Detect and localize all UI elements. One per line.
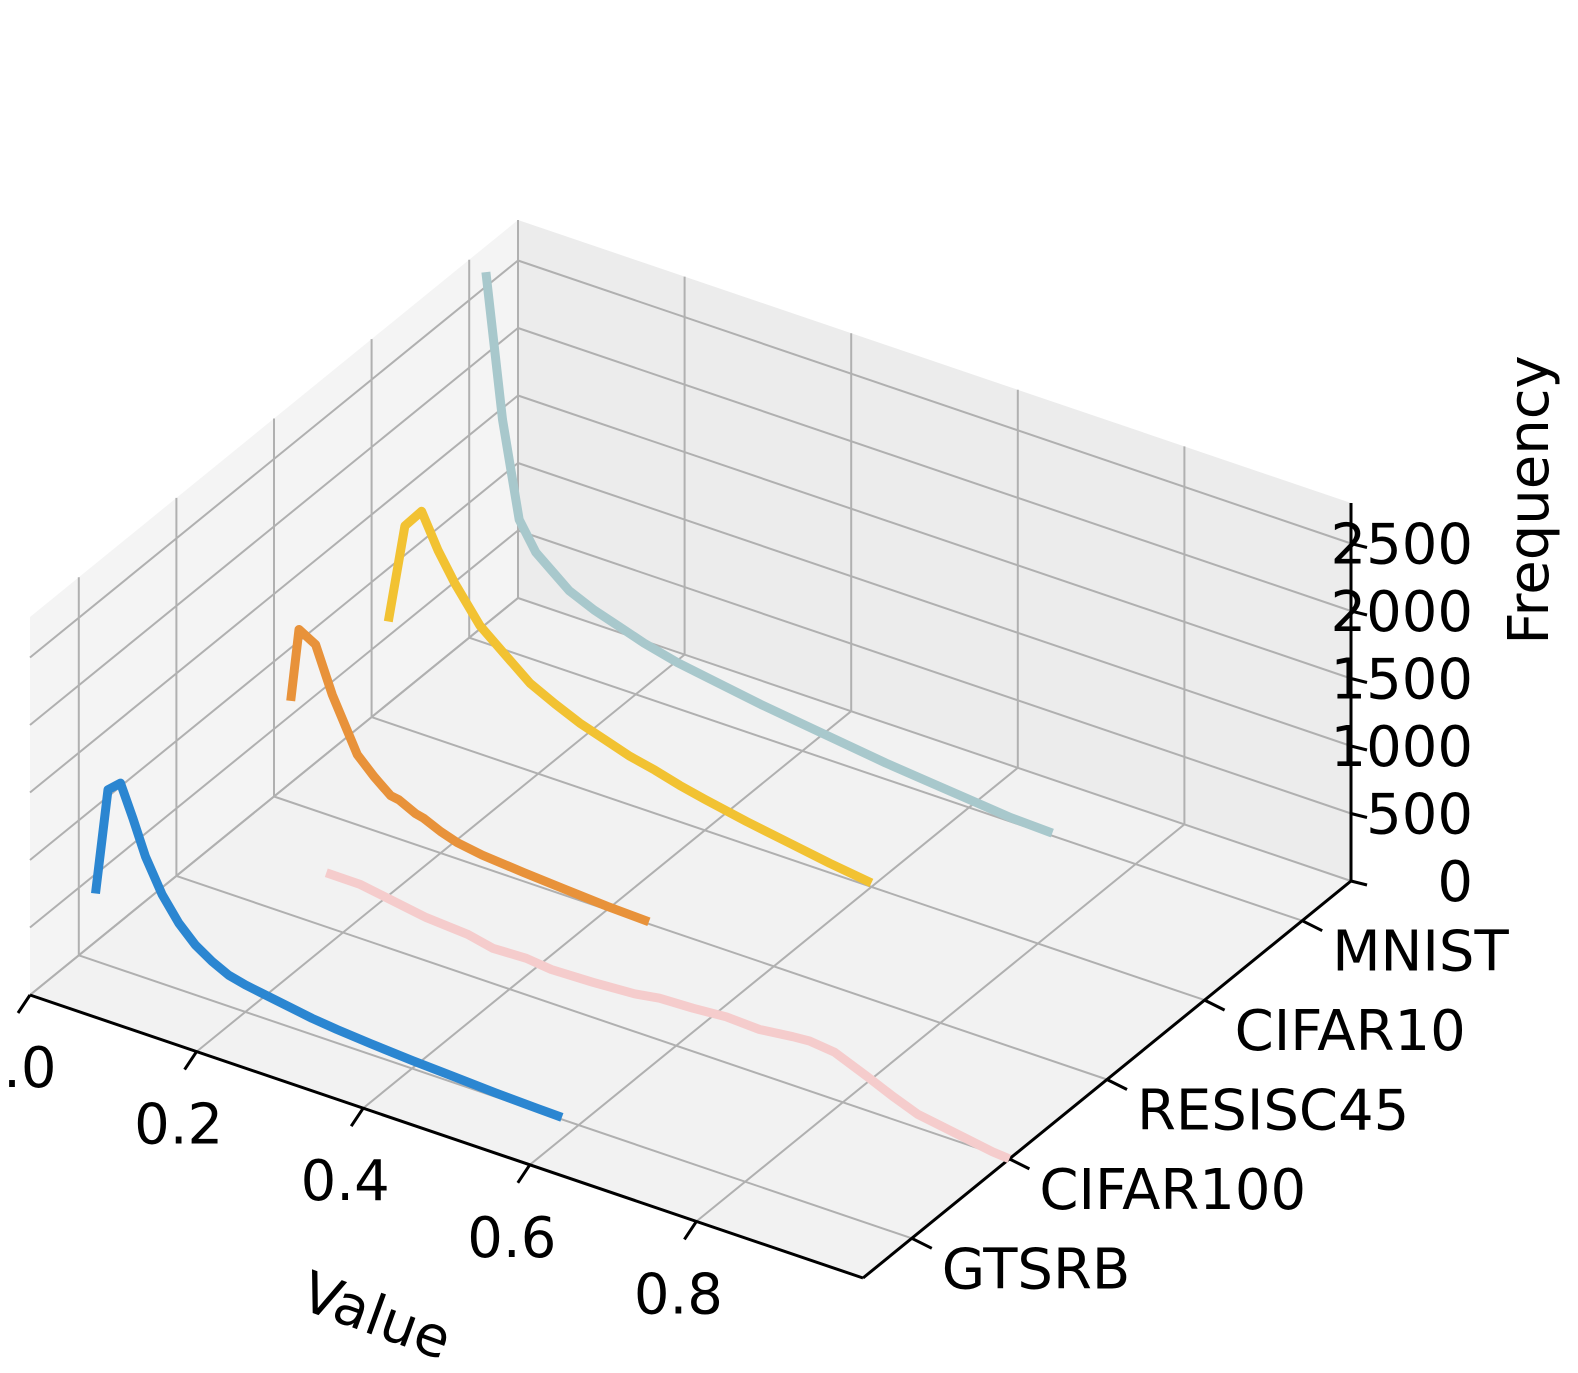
floor-grid-y-2 (273, 795, 1108, 1081)
chart-labels: 0.00.20.40.60.8ValueGTSRBCIFAR100RESISC4… (0, 355, 1562, 1373)
floor-grid-y-3 (371, 716, 1205, 1002)
y-tick-label: CIFAR10 (1235, 999, 1466, 1064)
series-line-resisc45 (286, 625, 651, 927)
z-tick-label: 2000 (1330, 580, 1473, 645)
x-axis-title: Value (293, 1260, 460, 1373)
z-tick-4 (1350, 609, 1368, 617)
x-tick-label: 0.2 (134, 1093, 223, 1158)
y-tick-label: MNIST (1332, 920, 1509, 985)
floor-grid-y-4 (468, 636, 1303, 922)
back-grid-z-3 (517, 394, 1352, 680)
side-grid-z-1 (29, 529, 519, 929)
side-grid-z-3 (29, 394, 519, 794)
z-tick-label: 0 (1437, 850, 1473, 915)
z-tick-1 (1350, 812, 1368, 819)
y-tick-label: RESISC45 (1137, 1079, 1409, 1144)
series-line-cifar10 (383, 506, 874, 887)
back-grid-z-5 (517, 259, 1352, 545)
y-tick-label: CIFAR100 (1039, 1158, 1306, 1223)
y-tick-2 (1106, 1078, 1128, 1091)
z-tick-2 (1350, 744, 1368, 752)
y-tick-1 (1008, 1157, 1031, 1171)
chart-grid (29, 220, 1352, 1240)
x-tick-label: 0.4 (301, 1149, 390, 1214)
x-tick-label: 0.0 (0, 1036, 57, 1101)
z-tick-label: 2500 (1330, 513, 1473, 578)
z-tick-label: 500 (1366, 783, 1473, 848)
series-line-cifar100 (324, 868, 1012, 1164)
z-tick-5 (1350, 542, 1368, 549)
y-tick-label: GTSRB (942, 1237, 1130, 1302)
back-grid-z-0 (517, 597, 1352, 882)
x-tick-4 (683, 1220, 698, 1241)
z-tick-label: 1500 (1330, 648, 1473, 713)
series-line-mnist (481, 271, 1054, 838)
x-tick-3 (516, 1163, 532, 1184)
chart-axes (16, 503, 1368, 1280)
floor-grid-y-1 (176, 874, 1010, 1160)
z-tick-label: 1000 (1330, 715, 1473, 780)
back-grid-z-1 (517, 529, 1352, 815)
back-pane (518, 220, 1351, 881)
back-grid-z-2 (517, 462, 1352, 747)
side-grid-z-4 (29, 327, 519, 726)
y-tick-4 (1301, 919, 1323, 933)
z-tick-3 (1350, 677, 1368, 684)
z-tick-0 (1350, 879, 1368, 887)
z-axis-title: Frequency (1497, 355, 1562, 644)
x-tick-1 (183, 1050, 198, 1071)
side-grid-z-0 (29, 597, 519, 996)
series-line-gtsrb (91, 778, 564, 1122)
x-tick-0 (16, 994, 32, 1014)
x-axis-line (29, 993, 864, 1280)
back-grid-z-4 (517, 327, 1352, 612)
chart-series (91, 271, 1054, 1164)
y-tick-3 (1203, 998, 1226, 1012)
x-tick-label: 0.6 (467, 1206, 556, 1271)
x-tick-2 (349, 1107, 365, 1128)
y-tick-0 (911, 1236, 933, 1250)
x-tick-label: 0.8 (634, 1262, 723, 1327)
side-grid-z-5 (29, 259, 519, 659)
